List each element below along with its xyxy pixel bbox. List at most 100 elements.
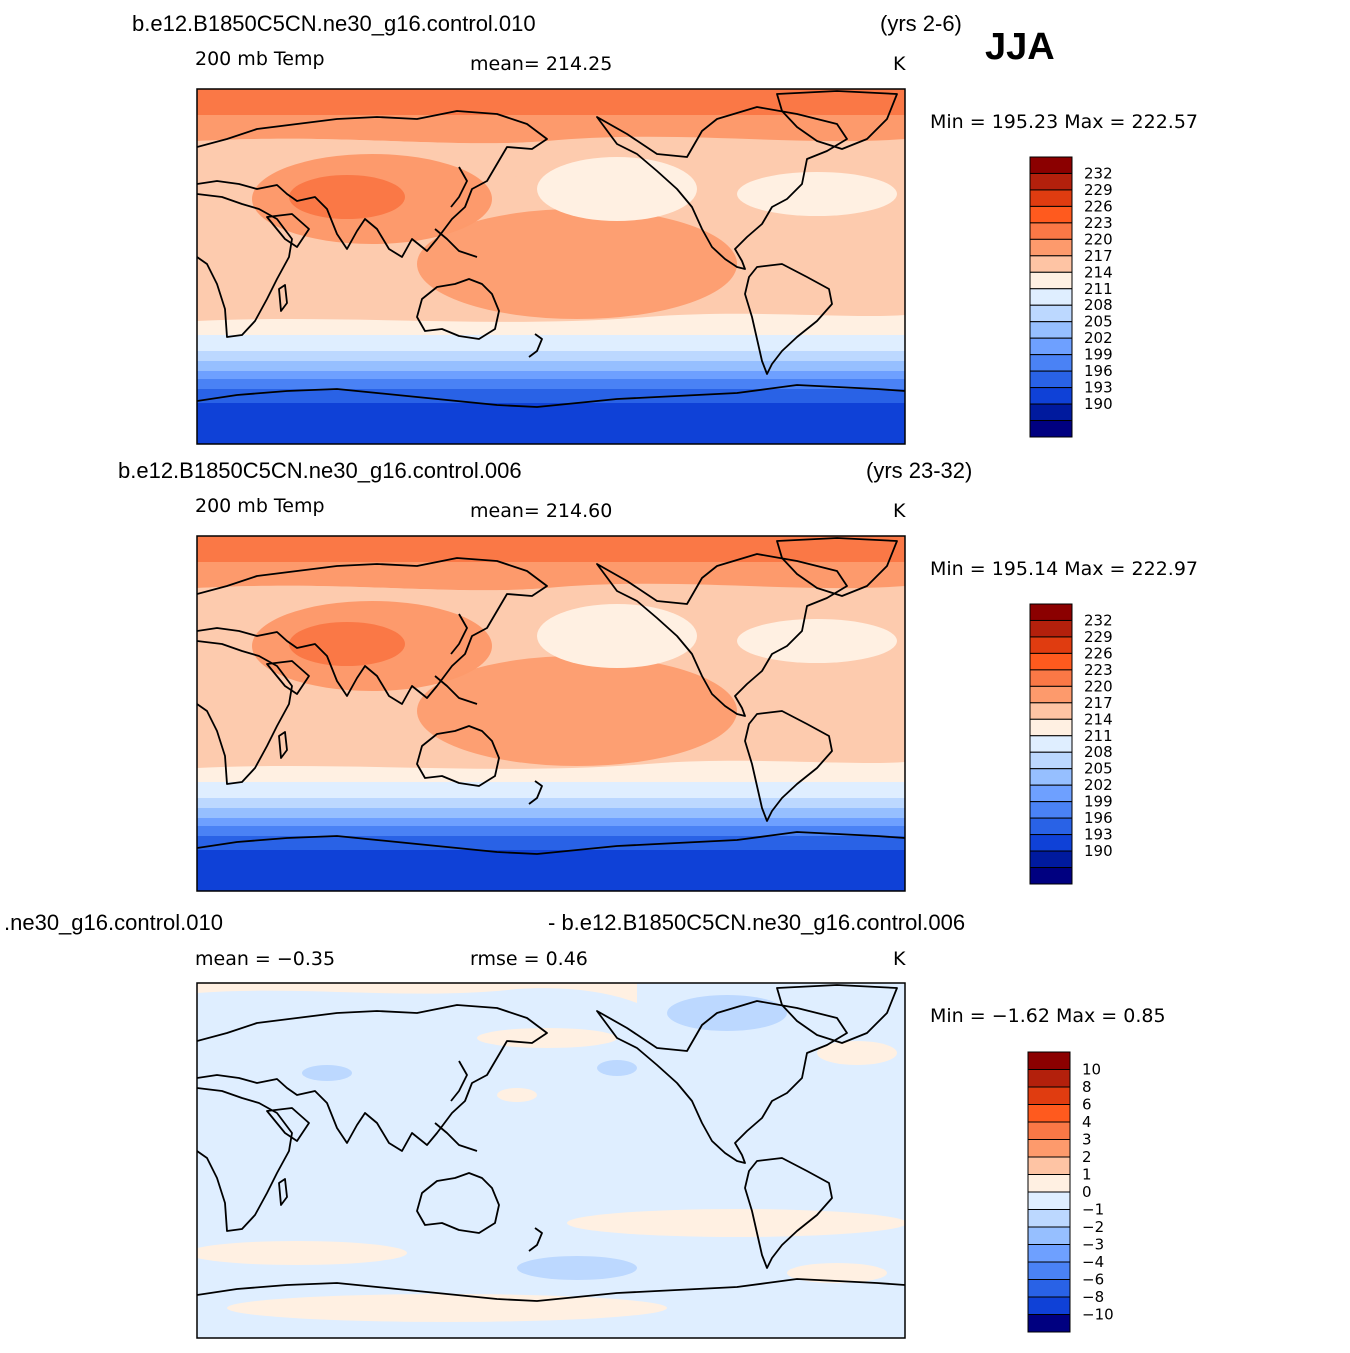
panel2-colorbar-tick-label: 232 [1084, 611, 1113, 629]
panel2-colorbar-tick-label: 196 [1084, 809, 1113, 827]
panel1-mean: mean= 214.25 [470, 53, 613, 75]
panel2-units: K [893, 500, 906, 522]
panel2-colorbar-swatch [1029, 702, 1073, 720]
panel2-colorbar-swatch [1029, 768, 1073, 786]
panel2-colorbar-swatch [1029, 619, 1073, 638]
panel2-colorbar-swatch [1029, 834, 1073, 852]
panel3-rmse: rmse = 0.46 [470, 948, 588, 970]
panel3-units: K [893, 948, 906, 970]
panel2-colorbar-tick-label: 217 [1084, 694, 1113, 712]
panel2-colorbar-tick-label: 229 [1084, 628, 1113, 646]
panel3-colorbar-swatch [1027, 1191, 1071, 1210]
panel3-colorbar-swatch [1027, 1121, 1071, 1140]
panel2-case-title: b.e12.B1850C5CN.ne30_g16.control.006 [118, 458, 522, 483]
panel3-colorbar-swatch [1027, 1156, 1071, 1175]
panel1-colorbar-tick-label: 193 [1084, 379, 1113, 397]
panel1-units: K [893, 53, 906, 75]
panel1-colorbar-swatch [1029, 288, 1073, 306]
panel1-colorbar-swatch [1029, 205, 1073, 224]
panel1-colorbar-tick-label: 211 [1084, 280, 1113, 298]
panel3-map [196, 982, 906, 1339]
panel1-colorbar-tick-label: 214 [1084, 263, 1113, 281]
panel3-colorbar-tick-label: 0 [1082, 1183, 1092, 1201]
panel3-colorbar-swatch [1027, 1069, 1071, 1088]
panel3-colorbar-tick-label: −4 [1082, 1253, 1104, 1271]
panel2-colorbar-swatch [1029, 801, 1073, 819]
panel1-colorbar-tick-label: 232 [1084, 164, 1113, 182]
panel1-colorbar-swatch [1029, 403, 1073, 422]
panel2-mean: mean= 214.60 [470, 500, 613, 522]
panel2-colorbar-swatch [1029, 867, 1073, 885]
panel3-colorbar-tick-label: 8 [1082, 1078, 1092, 1096]
panel1-colorbar-swatch [1029, 387, 1073, 405]
panel2-colorbar-swatch [1029, 685, 1073, 704]
panel2-colorbar-tick-label: 226 [1084, 644, 1113, 662]
panel1-colorbar-swatch [1029, 354, 1073, 372]
panel3-case-right: - b.e12.B1850C5CN.ne30_g16.control.006 [548, 910, 966, 935]
panel1-colorbar-swatch [1029, 370, 1073, 389]
panel1-case-title: b.e12.B1850C5CN.ne30_g16.control.010 [132, 11, 536, 36]
panel3-colorbar-swatch [1027, 1104, 1071, 1123]
panel1-colorbar-tick-label: 229 [1084, 181, 1113, 199]
panel3-colorbar-tick-label: −8 [1082, 1288, 1104, 1306]
panel1-colorbar-swatch [1029, 189, 1073, 207]
panel3-colorbar-swatch [1027, 1244, 1071, 1263]
panel3-colorbar-tick-label: −10 [1082, 1306, 1114, 1324]
panel3-case-left: .ne30_g16.control.010 [4, 910, 223, 935]
panel2-colorbar-swatch [1029, 751, 1073, 770]
panel1-colorbar-tick-label: 226 [1084, 197, 1113, 215]
panel3-colorbar-tick-label: 10 [1082, 1061, 1101, 1079]
panel2-colorbar-swatch [1029, 735, 1073, 753]
panel2-colorbar-tick-label: 223 [1084, 661, 1113, 679]
panel2-colorbar-tick-label: 202 [1084, 776, 1113, 794]
panel3-colorbar-tick-label: 1 [1082, 1166, 1092, 1184]
season-label: JJA [985, 26, 1055, 68]
panel2-colorbar-tick-label: 199 [1084, 793, 1113, 811]
panel3-colorbar-tick-label: 4 [1082, 1113, 1092, 1131]
panel1-colorbar-tick-label: 202 [1084, 329, 1113, 347]
panel1-colorbar-swatch [1029, 172, 1073, 191]
panel1-minmax: Min = 195.23 Max = 222.57 [930, 111, 1198, 133]
panel1-colorbar-tick-label: 190 [1084, 395, 1113, 413]
panel2-minmax: Min = 195.14 Max = 222.97 [930, 558, 1198, 580]
panel1-colorbar-swatch [1029, 271, 1073, 290]
panel3-colorbar-swatch [1027, 1296, 1071, 1315]
panel2-colorbar-swatch [1029, 817, 1073, 836]
panel1-colorbar-tick-label: 205 [1084, 313, 1113, 331]
panel2-colorbar-tick-label: 205 [1084, 760, 1113, 778]
panel2-colorbar: 2322292262232202172142112082052021991961… [1029, 603, 1113, 885]
panel2-colorbar-swatch [1029, 784, 1073, 803]
panel1-colorbar-swatch [1029, 222, 1073, 240]
panel1-colorbar-swatch [1029, 238, 1073, 257]
panel1-colorbar-swatch [1029, 321, 1073, 339]
panel3-colorbar-swatch [1027, 1261, 1071, 1280]
panel2-colorbar-tick-label: 220 [1084, 677, 1113, 695]
panel2-colorbar-swatch [1029, 636, 1073, 654]
panel1-map [196, 88, 906, 445]
panel3-colorbar-swatch [1027, 1051, 1071, 1070]
panel3-colorbar-swatch [1027, 1086, 1071, 1105]
panel3-colorbar-tick-label: 3 [1082, 1131, 1092, 1149]
panel1-colorbar-swatch [1029, 255, 1073, 273]
panel3-colorbar-tick-label: 6 [1082, 1096, 1092, 1114]
panel3-colorbar-swatch [1027, 1139, 1071, 1158]
panel3-colorbar-tick-label: −2 [1082, 1218, 1104, 1236]
panel2-colorbar-tick-label: 211 [1084, 727, 1113, 745]
panel1-variable: 200 mb Temp [195, 48, 325, 70]
panel2-colorbar-tick-label: 190 [1084, 842, 1113, 860]
panel3-colorbar-swatch [1027, 1226, 1071, 1245]
panel3-colorbar-swatch [1027, 1209, 1071, 1228]
panel2-colorbar-tick-label: 193 [1084, 826, 1113, 844]
panel1-colorbar-swatch [1029, 420, 1073, 438]
panel3-colorbar-tick-label: −3 [1082, 1236, 1104, 1254]
panel2-variable: 200 mb Temp [195, 495, 325, 517]
panel1-colorbar: 2322292262232202172142112082052021991961… [1029, 156, 1113, 438]
panel2-colorbar-swatch [1029, 850, 1073, 869]
panel3-mean: mean = −0.35 [195, 948, 336, 970]
panel2-colorbar-tick-label: 214 [1084, 710, 1113, 728]
panel2-colorbar-swatch [1029, 603, 1073, 621]
panel3-colorbar-tick-label: 2 [1082, 1148, 1092, 1166]
panel2-colorbar-tick-label: 208 [1084, 743, 1113, 761]
